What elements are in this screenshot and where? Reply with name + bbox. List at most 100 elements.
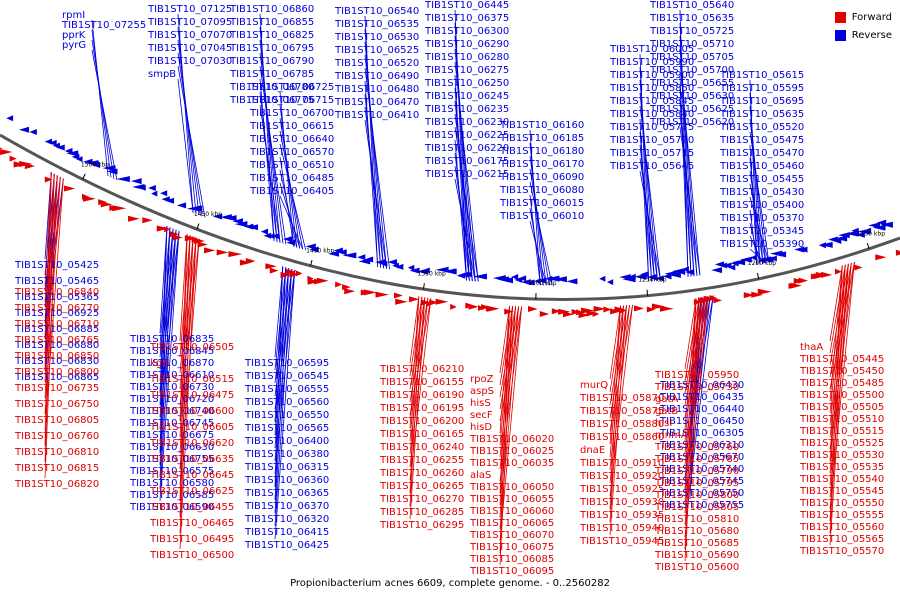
forward-gene-label: TIB1ST10_05680 [654, 526, 739, 537]
reverse-gene-label: TIB1ST10_07255 [61, 20, 146, 31]
forward-leader-line [44, 172, 52, 447]
reverse-gene-arrow [305, 243, 316, 250]
reverse-gene-label: TIB1ST10_07125 [147, 4, 232, 15]
forward-leader-line [409, 296, 420, 429]
reverse-gene-label: TIB1ST10_06380 [244, 449, 329, 460]
reverse-gene-arrow [647, 274, 657, 281]
forward-gene-label: TIB1ST10_05535 [799, 462, 884, 473]
forward-gene-label: TIB1ST10_05530 [799, 450, 884, 461]
reverse-gene-arrow [357, 254, 366, 261]
reverse-gene-arrow [640, 271, 648, 278]
forward-gene-label: TIB1ST10_06070 [469, 530, 554, 541]
forward-gene-label: gatB [655, 406, 678, 417]
reverse-gene-arrow [409, 267, 420, 274]
forward-leader-line [499, 305, 510, 374]
reverse-leader-line [159, 227, 171, 406]
reverse-gene-arrow [260, 228, 269, 235]
reverse-gene-label: TIB1ST10_06310 [659, 440, 744, 451]
reverse-leader-line [749, 157, 761, 265]
forward-gene-label: TIB1ST10_06165 [379, 429, 464, 440]
reverse-gene-label: TIB1ST10_06595 [244, 358, 329, 369]
forward-gene-label: TIB1ST10_06710 [14, 319, 99, 330]
reverse-gene-label: TIB1ST10_06700 [249, 108, 334, 119]
forward-gene-label: TIB1ST10_06065 [469, 518, 554, 529]
forward-gene-label: thaA [800, 342, 823, 353]
forward-leader-line [829, 265, 843, 462]
reverse-gene-label: TIB1ST10_07095 [147, 17, 232, 28]
reverse-gene-label: TIB1ST10_05705 [649, 52, 734, 63]
forward-gene-label: TIB1ST10_06025 [469, 446, 554, 457]
reverse-gene-arrow [668, 271, 681, 278]
reverse-gene-arrow [553, 276, 567, 283]
reverse-gene-label: TIB1ST10_06490 [334, 71, 419, 82]
reverse-gene-label: TIB1ST10_06880 [14, 340, 99, 351]
forward-gene-arrow [620, 307, 627, 314]
forward-gene-arrow [239, 259, 252, 266]
forward-gene-arrow [269, 267, 279, 274]
reverse-gene-label: TIB1ST10_06470 [334, 97, 419, 108]
forward-gene-arrow [634, 305, 645, 312]
reverse-gene-label: TIB1ST10_06825 [229, 30, 314, 41]
forward-gene-label: TIB1ST10_05935 [579, 510, 664, 521]
forward-gene-arrow [659, 305, 674, 312]
forward-gene-label: TIB1ST10_06210 [379, 364, 464, 375]
reverse-gene-arrow [263, 232, 272, 239]
reverse-gene-label: TIB1ST10_05710 [649, 39, 734, 50]
reverse-gene-label: TIB1ST10_06425 [244, 540, 329, 551]
forward-gene-arrow [44, 176, 53, 183]
reverse-gene-label: TIB1ST10_05370 [719, 213, 804, 224]
reverse-gene-label: TIB1ST10_06755 [129, 454, 214, 465]
reverse-gene-label: TIB1ST10_06540 [334, 6, 419, 17]
reverse-gene-label: TIB1ST10_05695 [719, 96, 804, 107]
reverse-gene-label: TIB1ST10_05725 [649, 26, 734, 37]
forward-gene-arrow [790, 282, 802, 289]
reverse-gene-label: TIB1ST10_06720 [129, 394, 214, 405]
reverse-gene-arrow [194, 205, 203, 212]
forward-gene-arrow [265, 263, 277, 270]
forward-gene-label: TIB1ST10_06770 [14, 303, 99, 314]
reverse-leader-line [639, 79, 656, 281]
reverse-gene-label: TIB1ST10_06175 [424, 156, 509, 167]
reverse-gene-label: TIB1ST10_06745 [129, 418, 214, 429]
reverse-leader-line [91, 19, 109, 177]
reverse-gene-arrow [443, 268, 456, 275]
forward-gene-label: TIB1ST10_06075 [469, 542, 554, 553]
reverse-gene-arrow [774, 251, 787, 258]
forward-gene-arrow [289, 271, 300, 278]
forward-gene-arrow [592, 310, 600, 317]
forward-gene-arrow [100, 201, 113, 208]
forward-leader-line [684, 297, 700, 382]
reverse-gene-label: TIB1ST10_05670 [659, 452, 744, 463]
forward-leader-line [179, 236, 194, 534]
reverse-gene-label: TIB1ST10_06360 [244, 475, 329, 486]
reverse-gene-label: TIB1ST10_05750 [659, 488, 744, 499]
reverse-gene-arrow [283, 236, 293, 243]
reverse-leader-line [679, 126, 701, 276]
reverse-gene-label: TIB1ST10_06865 [14, 372, 99, 383]
reverse-gene-label: TIB1ST10_06585 [129, 490, 214, 501]
reverse-leader-line [749, 131, 770, 263]
genome-backbone [0, 133, 900, 301]
reverse-leader-line [159, 229, 177, 490]
forward-gene-label: TIB1ST10_06600 [149, 406, 234, 417]
scale-tick-label: 1300 kbp [528, 280, 556, 287]
forward-leader-line [179, 234, 188, 502]
reverse-gene-label: TIB1ST10_05595 [719, 83, 804, 94]
forward-gene-arrow [142, 217, 153, 224]
forward-gene-arrow [614, 306, 625, 313]
forward-gene-arrow [586, 310, 598, 317]
reverse-gene-label: TIB1ST10_06845 [129, 346, 214, 357]
reverse-leader-line [259, 39, 281, 243]
forward-gene-label: TIB1ST10_05860 [579, 432, 664, 443]
forward-leader-line [609, 305, 621, 445]
forward-gene-arrow [603, 306, 612, 313]
reverse-gene-label: TIB1ST10_06410 [334, 110, 419, 121]
scale-tick [310, 259, 313, 266]
forward-leader-line [609, 304, 633, 432]
reverse-gene-label: TIB1ST10_05465 [14, 276, 99, 287]
forward-gene-arrow [0, 147, 3, 150]
reverse-gene-label: TIB1ST10_06830 [14, 356, 99, 367]
reverse-gene-label: TIB1ST10_05720 [609, 135, 694, 146]
forward-gene-label: TIB1ST10_05570 [799, 546, 884, 557]
forward-gene-arrow [245, 258, 256, 265]
